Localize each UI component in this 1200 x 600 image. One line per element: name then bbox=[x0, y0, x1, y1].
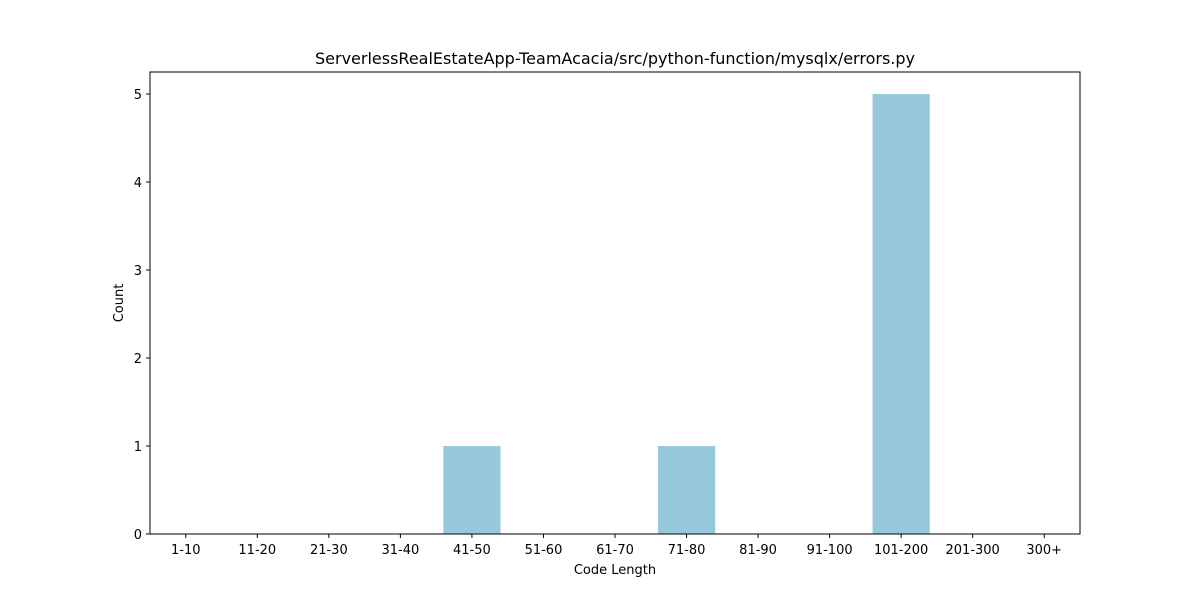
x-tick-label: 1-10 bbox=[171, 543, 201, 558]
x-tick-label: 300+ bbox=[1026, 543, 1062, 558]
x-tick-label: 41-50 bbox=[453, 543, 491, 558]
x-tick-label: 31-40 bbox=[381, 543, 419, 558]
plot-frame bbox=[149, 71, 1081, 535]
y-tick-label: 5 bbox=[134, 88, 142, 103]
x-tick-label: 21-30 bbox=[310, 543, 348, 558]
bar-101-200 bbox=[872, 94, 930, 534]
x-tick-label: 11-20 bbox=[238, 543, 276, 558]
x-tick-label: 71-80 bbox=[668, 543, 706, 558]
y-tick-label: 2 bbox=[134, 352, 142, 367]
y-tick-label: 4 bbox=[134, 176, 142, 191]
y-tick-label: 1 bbox=[134, 440, 142, 455]
y-tick-label: 0 bbox=[134, 528, 142, 543]
bar-71-80 bbox=[657, 446, 716, 534]
y-axis: 0 1 2 3 4 5 bbox=[134, 88, 150, 543]
bars bbox=[443, 94, 930, 534]
x-tick-label: 81-90 bbox=[739, 543, 777, 558]
x-tick-label: 101-200 bbox=[874, 543, 928, 558]
bar-41-50 bbox=[443, 446, 501, 534]
x-axis: 1-10 11-20 21-30 31-40 41-50 51-60 61-70 71-80 8… bbox=[171, 534, 1062, 558]
y-axis-label: Count bbox=[112, 284, 127, 323]
x-tick-label: 201-300 bbox=[946, 543, 1000, 558]
x-tick-label: 61-70 bbox=[596, 543, 634, 558]
y-tick-label: 3 bbox=[134, 264, 142, 279]
x-tick-label: 51-60 bbox=[525, 543, 563, 558]
chart-title: ServerlessRealEstateApp-TeamAcacia/src/p… bbox=[315, 49, 915, 68]
x-tick-label: 91-100 bbox=[807, 543, 853, 558]
x-axis-label: Code Length bbox=[574, 563, 656, 578]
